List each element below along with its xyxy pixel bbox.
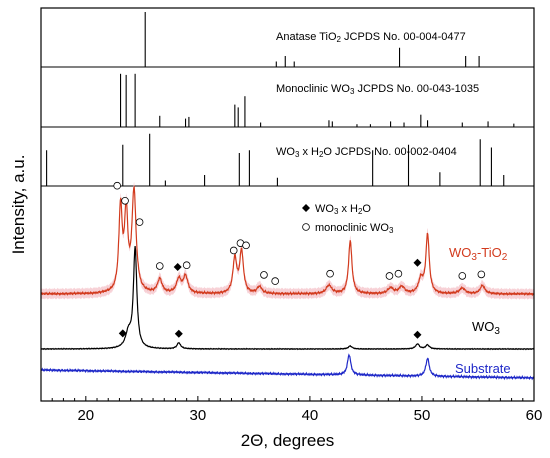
legend-item-monoclinic: monoclinic WO3 [315, 222, 394, 235]
marker-circle [113, 181, 121, 190]
legend-circle-marker [302, 223, 310, 231]
series-error-band [41, 182, 534, 300]
reference-label: Anatase TiO2 JCPDS No. 00-004-0477 [276, 31, 466, 44]
reference-label: Monoclinic WO3 JCPDS No. 00-043-1035 [276, 83, 479, 96]
marker-diamond [118, 329, 127, 338]
marker-circle [155, 262, 164, 270]
x-tick-label: 20 [77, 407, 94, 424]
x-axis-label: 2Θ, degrees [241, 431, 335, 450]
marker-circle [260, 271, 268, 279]
x-tick-label: 40 [302, 407, 319, 424]
x-tick-label: 60 [526, 407, 543, 424]
series-label: WO3-TiO2 [449, 245, 508, 263]
series-label: Substrate [455, 361, 511, 376]
series-line-wo3-tio2 [40, 185, 535, 297]
marker-circle [458, 272, 467, 280]
legend-diamond-marker [302, 204, 310, 212]
marker-circle [477, 270, 486, 279]
legend-item-wo3-h2o: WO3 x H2O [315, 203, 371, 216]
marker-diamond [413, 258, 422, 267]
marker-diamond [173, 263, 182, 272]
marker-diamond [174, 329, 183, 338]
marker-circle [242, 241, 250, 250]
marker-diamond [413, 330, 422, 339]
marker-circle [182, 261, 191, 270]
series-label: WO3 [472, 319, 500, 337]
x-tick-label: 30 [190, 407, 207, 424]
marker-circle [229, 246, 238, 255]
y-axis-label: Intensity, a.u. [9, 155, 28, 255]
marker-circle [271, 277, 279, 285]
marker-circle [121, 196, 129, 205]
marker-circle [135, 218, 144, 226]
reference-label: WO3 x H2O JCPDS No. 00-002-0404 [276, 146, 457, 159]
series-line-wo3 [40, 246, 535, 351]
marker-circle [385, 272, 394, 280]
marker-circle [394, 269, 403, 278]
marker-circle [326, 269, 334, 278]
series-line-substrate [40, 353, 535, 381]
x-tick-label: 50 [414, 407, 431, 424]
